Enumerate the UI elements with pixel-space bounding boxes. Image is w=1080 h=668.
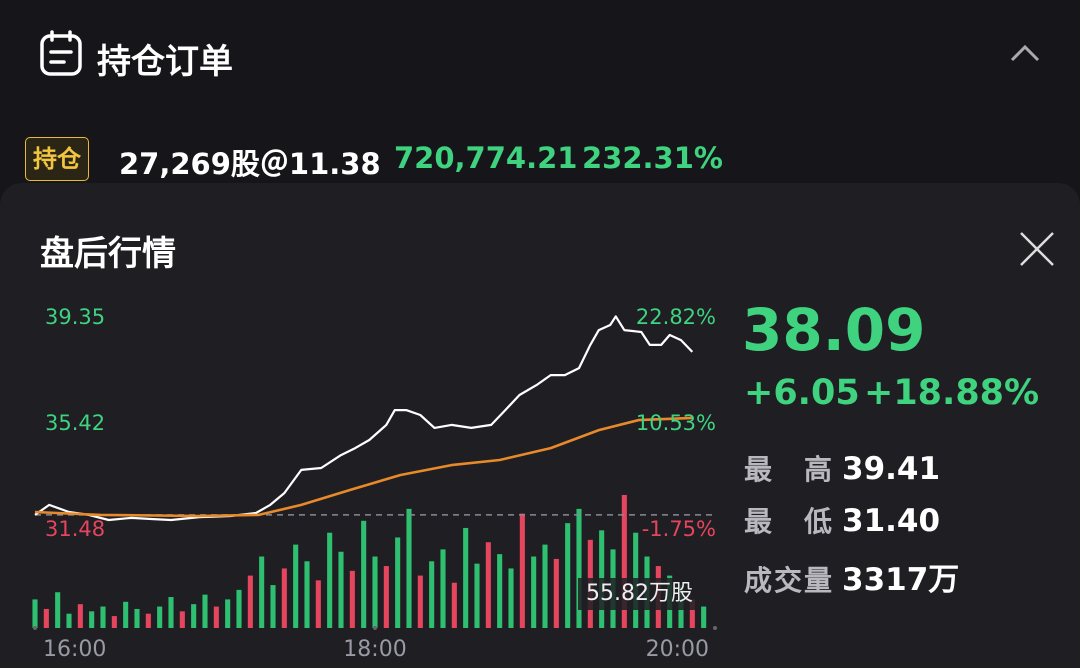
stat-label: 最高 [744,453,832,486]
y-tick-label: 31.48 [45,517,105,541]
volume-bar [315,580,321,628]
price-line [34,315,694,522]
volume-bar [406,508,412,628]
volume-bar [247,575,253,628]
intraday-chart: 55.82万股 39.35 35.42 31.48 22.82% 10.53% -1.75%… [32,305,717,662]
volume-bar [497,554,503,628]
volume-bar [361,520,367,628]
close-button[interactable] [1018,230,1056,268]
volume-bar [508,568,514,628]
section-title: 持仓订单 [97,42,233,82]
quote-card [0,183,1080,668]
position-badge: 持仓 [25,137,89,181]
volume-max-label: 55.82万股 [586,581,693,606]
volume-bar [383,566,389,628]
volume-bar [395,537,401,628]
volume-label-bg [578,578,700,610]
volume-bar [32,599,38,628]
volume-bar [270,585,276,628]
volume-bar [259,556,265,628]
panel-title: 盘后行情 [40,234,176,274]
y2-tick-label: 22.82% [636,305,716,329]
stat-value: 3317万 [842,562,960,598]
stat-label: 成交量 [744,564,832,597]
volume-bar [304,561,310,628]
volume-bar [111,616,117,628]
volume-bar [168,597,174,628]
average-line [34,416,693,518]
volume-bar [440,549,446,628]
position-pnl: 232.31% [582,141,723,175]
y2-tick-label: 10.53% [636,411,716,435]
volume-bar [89,611,95,628]
volume-bar [542,544,548,628]
volume-bar [77,604,83,628]
x-tick-label: 20:00 [646,637,709,662]
stat-label: 最低 [744,505,832,538]
volume-bar [701,606,707,628]
volume-bar [293,544,299,628]
volume-bar [531,556,537,628]
volume-bar [485,542,491,628]
volume-bar [327,532,333,628]
stat-value: 31.40 [842,503,941,539]
volume-bar [100,606,106,628]
volume-bar [463,527,469,628]
stat-high: 最高 39.41 [744,448,940,488]
volume-bar [202,594,208,628]
volume-bar [213,606,219,628]
volume-bar [372,556,378,628]
volume-bar [145,613,151,628]
orders-icon [40,30,82,76]
volume-bar [43,608,49,628]
volume-bar [236,589,242,628]
volume-bar [191,604,197,628]
volume-bar [553,558,559,628]
y-tick-label: 35.42 [45,411,105,435]
volume-bar [179,611,185,628]
y2-tick-label: -1.75% [642,517,716,541]
volume-bar [429,561,435,628]
position-shares: 27,269股＠11.38 [119,147,381,181]
x-tick-label: 18:00 [343,637,406,662]
price-change: +6.05 [744,373,860,413]
volume-bar [349,570,355,628]
volume-bar [157,606,163,628]
volume-bar [451,582,457,628]
price-change-pct: +18.88% [864,373,1040,413]
volume-bar [565,523,571,628]
volume-bar [338,551,344,628]
y-tick-label: 39.35 [45,305,105,329]
volume-bar [576,508,582,628]
volume-bar [519,513,525,628]
volume-bar [474,563,480,628]
volume-bar [66,613,72,628]
x-tick-mark [33,626,37,630]
last-price: 38.09 [742,296,926,364]
volume-bar [225,599,231,628]
volume-bar [689,599,695,628]
x-tick-mark [373,626,377,630]
collapse-button[interactable] [1008,42,1042,66]
position-value: 720,774.21 [394,141,578,175]
volume-bar [55,592,61,628]
x-tick-mark [713,626,717,630]
stat-volume: 成交量 3317万 [744,554,959,599]
volume-bar [417,575,423,628]
volume-bar [134,608,140,628]
volume-bar [281,568,287,628]
x-tick-label: 16:00 [43,637,106,662]
stat-low: 最低 31.40 [744,500,940,540]
volume-bar [123,601,129,628]
stat-value: 39.41 [842,451,941,487]
volume-bar [621,495,627,628]
